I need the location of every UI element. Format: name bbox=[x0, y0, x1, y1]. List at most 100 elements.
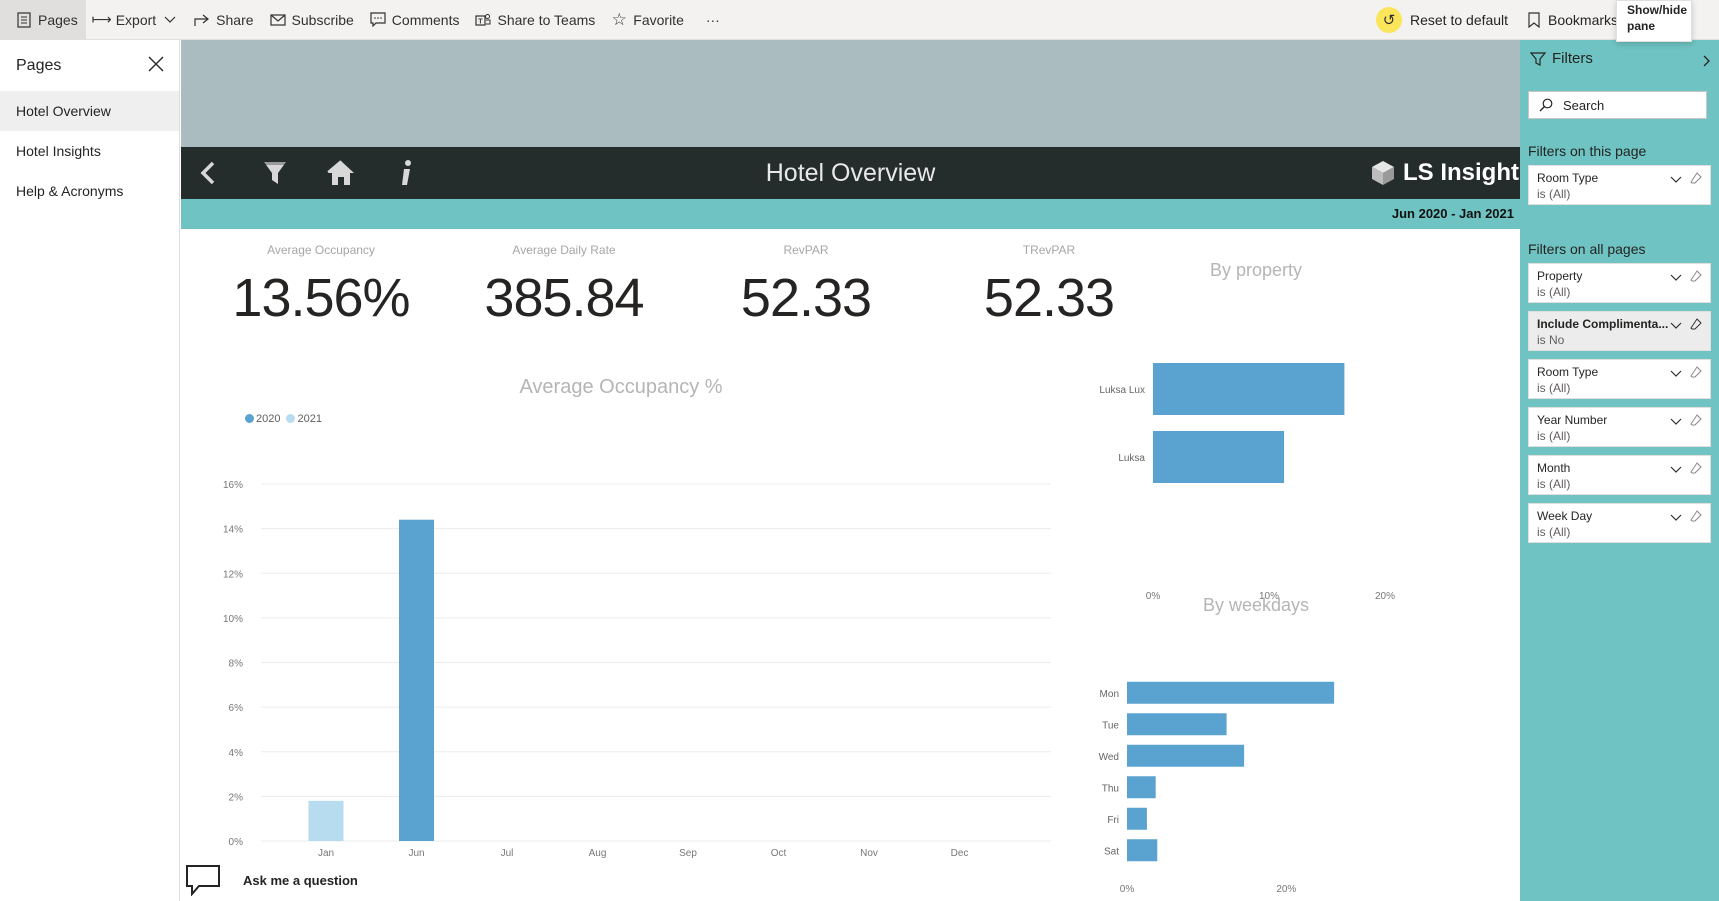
kpi-label: TRevPAR bbox=[1022, 243, 1076, 257]
filter-card-week-day[interactable]: Week Day is (All) bbox=[1528, 503, 1711, 543]
by-property-chart-title: By property bbox=[1209, 260, 1303, 280]
eraser-icon[interactable] bbox=[1690, 462, 1702, 477]
filter-card-property[interactable]: Property is (All) bbox=[1528, 263, 1711, 303]
cube-logo-icon bbox=[1372, 161, 1394, 185]
chevron-down-icon[interactable] bbox=[1670, 415, 1682, 429]
home-icon[interactable] bbox=[325, 157, 357, 189]
subscribe-button[interactable]: Subscribe bbox=[262, 0, 362, 40]
chevron-down-icon[interactable] bbox=[1670, 367, 1682, 381]
y-tick-label: 12% bbox=[223, 569, 243, 580]
reset-to-default-button[interactable]: ↺ Reset to default bbox=[1376, 0, 1508, 40]
bar-sat bbox=[1127, 839, 1158, 862]
kpi-label: Average Daily Rate bbox=[512, 243, 616, 257]
by-property-bar-chart: Luksa Lux Luksa 0% 10% 20% bbox=[1099, 363, 1395, 602]
filters-on-all-pages-label: Filters on all pages bbox=[1528, 241, 1646, 257]
eraser-icon[interactable] bbox=[1690, 414, 1702, 429]
kpi-label: Average Occupancy bbox=[267, 243, 375, 257]
filter-card-room-type-all[interactable]: Room Type is (All) bbox=[1528, 359, 1711, 399]
share-to-teams-label: Share to Teams bbox=[497, 11, 596, 28]
more-options-button[interactable]: ··· bbox=[692, 0, 728, 40]
export-button[interactable]: ⟼ Export bbox=[86, 0, 186, 40]
chevron-down-icon[interactable] bbox=[1670, 173, 1682, 187]
chevron-down-icon[interactable] bbox=[1670, 271, 1682, 285]
filters-pane: Filters Search Filters on this page Room… bbox=[1520, 40, 1719, 901]
kpi-value: 52.33 bbox=[740, 268, 872, 328]
x-tick-label: Jan bbox=[318, 848, 334, 859]
export-label: Export bbox=[115, 11, 157, 28]
filters-search-input[interactable]: Search bbox=[1528, 91, 1707, 119]
x-tick-label: Aug bbox=[589, 848, 607, 859]
eraser-icon[interactable] bbox=[1690, 510, 1702, 525]
occupancy-chart-title: Average Occupancy % bbox=[519, 376, 723, 398]
mail-icon bbox=[269, 12, 286, 28]
ask-question-button[interactable]: Ask me a question bbox=[185, 862, 358, 898]
filter-card-include-complimentary[interactable]: Include Complimenta... is No bbox=[1528, 311, 1711, 351]
report-title: Hotel Overview bbox=[765, 159, 936, 187]
comments-button[interactable]: Comments bbox=[362, 0, 468, 40]
category-label: Tue bbox=[1102, 720, 1119, 731]
legend-item-2020[interactable]: 2020 bbox=[245, 413, 280, 425]
subscribe-label: Subscribe bbox=[291, 11, 354, 28]
close-icon[interactable] bbox=[146, 54, 166, 74]
more-options-icon: ··· bbox=[705, 11, 720, 28]
filter-card-room-type[interactable]: Room Type is (All) bbox=[1528, 165, 1711, 205]
filter-name: Room Type bbox=[1537, 171, 1599, 185]
share-button[interactable]: Share bbox=[186, 0, 261, 40]
favorite-label: Favorite bbox=[633, 11, 684, 28]
kpi-value: 385.84 bbox=[484, 268, 644, 328]
category-label: Thu bbox=[1102, 783, 1119, 794]
x-tick-label: Dec bbox=[951, 848, 969, 859]
chevron-right-icon[interactable] bbox=[1703, 54, 1711, 70]
y-tick-label: 10% bbox=[223, 614, 243, 625]
comments-label: Comments bbox=[391, 11, 460, 28]
bar-2020-jun bbox=[399, 519, 434, 841]
legend-item-2021[interactable]: 2021 bbox=[286, 413, 322, 425]
filter-icon[interactable] bbox=[259, 157, 291, 189]
date-range-label: Jun 2020 - Jan 2021 bbox=[1391, 206, 1514, 221]
bookmarks-label: Bookmarks bbox=[1548, 12, 1619, 28]
legend-label-2020: 2020 bbox=[256, 413, 281, 425]
x-tick-label: 10% bbox=[1259, 591, 1279, 602]
kpi-card-average-occupancy: Average Occupancy 13.56% bbox=[221, 243, 421, 329]
share-label: Share bbox=[216, 11, 254, 28]
eraser-icon[interactable] bbox=[1690, 270, 1702, 285]
pages-button[interactable]: Pages bbox=[0, 0, 86, 40]
category-label: Wed bbox=[1099, 752, 1119, 763]
eraser-icon[interactable] bbox=[1690, 318, 1702, 333]
y-tick-label: 2% bbox=[229, 792, 244, 803]
pages-pane-title: Pages bbox=[16, 57, 62, 74]
filter-card-month[interactable]: Month is (All) bbox=[1528, 455, 1711, 495]
filter-value: is (All) bbox=[1537, 477, 1571, 491]
page-item-help-acronyms[interactable]: Help & Acronyms bbox=[16, 183, 124, 199]
chevron-down-icon[interactable] bbox=[1670, 463, 1682, 477]
svg-text:T: T bbox=[479, 18, 484, 25]
filter-funnel-icon bbox=[1530, 51, 1546, 66]
chevron-down-icon[interactable] bbox=[1670, 511, 1682, 525]
filter-name: Property bbox=[1537, 269, 1583, 283]
y-tick-label: 14% bbox=[223, 525, 243, 536]
eraser-icon[interactable] bbox=[1690, 172, 1702, 187]
search-placeholder: Search bbox=[1563, 97, 1605, 113]
info-icon[interactable] bbox=[391, 157, 423, 189]
filter-card-year-number[interactable]: Year Number is (All) bbox=[1528, 407, 1711, 447]
date-range-bar: Jun 2020 - Jan 2021 bbox=[181, 199, 1520, 229]
back-icon[interactable] bbox=[193, 157, 225, 189]
pages-pane: Pages Hotel Overview Hotel Insights Help… bbox=[0, 40, 180, 901]
y-tick-label: 16% bbox=[223, 480, 243, 491]
comment-icon bbox=[370, 12, 386, 28]
chevron-down-icon[interactable] bbox=[1670, 319, 1682, 333]
logo-text: LS Insight bbox=[1403, 159, 1519, 186]
filter-value: is (All) bbox=[1537, 285, 1571, 299]
reset-label: Reset to default bbox=[1410, 12, 1509, 28]
y-tick-label: 8% bbox=[229, 659, 244, 670]
eraser-icon[interactable] bbox=[1690, 366, 1702, 381]
share-to-teams-button[interactable]: T Share to Teams bbox=[467, 0, 603, 40]
x-tick-label: 20% bbox=[1375, 591, 1395, 602]
bar-2021-jan bbox=[308, 800, 344, 841]
page-item-hotel-insights[interactable]: Hotel Insights bbox=[16, 143, 101, 159]
favorite-button[interactable]: ☆ Favorite bbox=[603, 0, 692, 40]
bookmarks-button[interactable]: Bookmarks bbox=[1526, 0, 1618, 40]
kpi-value: 52.33 bbox=[983, 268, 1115, 328]
bar-luksa bbox=[1153, 431, 1285, 483]
page-item-hotel-overview[interactable]: Hotel Overview bbox=[0, 91, 179, 131]
